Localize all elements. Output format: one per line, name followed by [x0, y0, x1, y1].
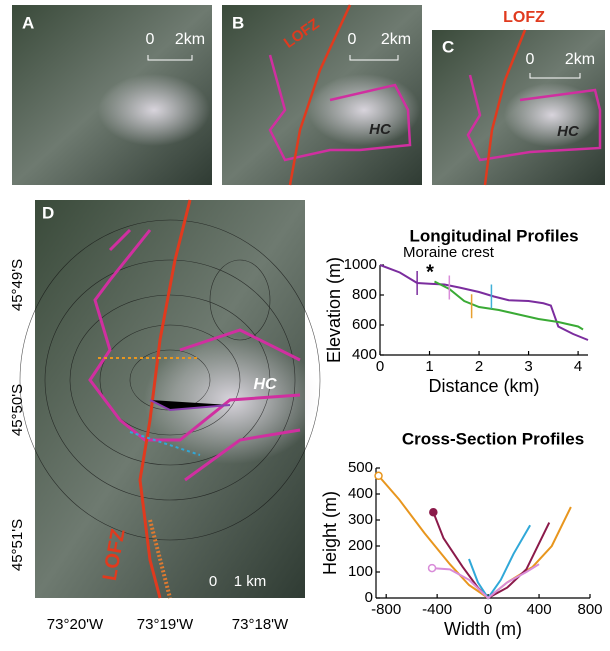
longitude-label: 73°20'W	[47, 616, 104, 633]
y-tick-label: 500	[348, 459, 373, 476]
panel-b: B LOFZ HC 0 2km	[222, 4, 422, 186]
series-line	[432, 511, 551, 600]
fault-label: LOFZ	[503, 9, 545, 26]
x-tick-label: 3	[524, 358, 532, 375]
panel-label: D	[42, 203, 54, 222]
longitude-label: 73°19'W	[137, 616, 194, 633]
x-tick-label: 2	[475, 358, 483, 375]
y-tick-label: 0	[365, 589, 373, 606]
longitude-label: 73°18'W	[232, 616, 289, 633]
scale-start: 0	[348, 31, 357, 48]
x-tick-label: 4	[574, 358, 582, 375]
series-line	[431, 563, 540, 600]
latitude-label: 45°50'S	[9, 384, 26, 436]
x-tick-label: -400	[422, 601, 452, 618]
y-tick-label: 800	[352, 286, 377, 303]
series-line	[434, 280, 584, 331]
y-tick-label: 600	[352, 316, 377, 333]
scale-end: 2km	[565, 51, 595, 68]
latitude-label: 45°49'S	[9, 259, 26, 311]
glacier-label: HC	[253, 376, 277, 393]
glacier-label: HC	[557, 123, 580, 140]
x-tick-label: 1	[425, 358, 433, 375]
annotation-symbol: *	[426, 261, 434, 283]
x-tick-label: 0	[484, 601, 492, 618]
scale-start: 0	[526, 51, 535, 68]
series-line	[379, 264, 589, 341]
x-tick-label: 0	[376, 358, 384, 375]
latitude-label: 45°51'S	[9, 519, 26, 571]
y-tick-label: 300	[348, 511, 373, 528]
scale-end: 1 km	[234, 573, 267, 590]
chart-title: Longitudinal Profiles	[409, 226, 578, 245]
panel-c: LOFZ C HC 0 2km	[432, 9, 605, 186]
scale-start: 0	[209, 573, 217, 590]
scale-start: 0	[146, 31, 155, 48]
x-axis-label: Distance (km)	[428, 376, 539, 396]
scale-end: 2km	[381, 31, 411, 48]
y-tick-label: 100	[348, 563, 373, 580]
start-dot	[374, 471, 383, 481]
glacier-label: HC	[369, 121, 392, 138]
x-axis-label: Width (m)	[444, 619, 522, 639]
series-line	[468, 524, 531, 600]
y-tick-label: 400	[348, 485, 373, 502]
y-axis-label: Height (m)	[320, 491, 340, 575]
start-dot	[427, 563, 437, 573]
x-tick-label: 800	[577, 601, 602, 618]
panel-label: A	[22, 13, 34, 32]
x-tick-label: 400	[527, 601, 552, 618]
y-axis-label: Elevation (m)	[324, 257, 344, 363]
annotation: Moraine crest	[403, 244, 495, 261]
series-line	[377, 475, 572, 600]
panel-a: A 0 2km	[12, 5, 212, 185]
panel-label: B	[232, 13, 244, 32]
y-tick-label: 200	[348, 537, 373, 554]
start-dot	[429, 507, 438, 517]
panel-d: D HC LOFZ 0 1 km 45°49'S 45°50'S 45°51'S…	[9, 199, 321, 633]
scale-end: 2km	[175, 31, 205, 48]
x-tick-label: -800	[371, 601, 401, 618]
panel-label: C	[442, 37, 454, 56]
y-tick-label: 1000	[344, 256, 377, 273]
y-tick-label: 400	[352, 346, 377, 363]
chart-title: Cross-Section Profiles	[402, 429, 584, 448]
